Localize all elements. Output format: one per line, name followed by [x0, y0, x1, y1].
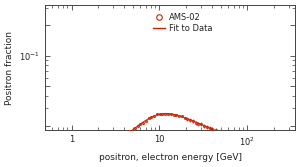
X-axis label: positron, electron energy [GeV]: positron, electron energy [GeV] — [99, 153, 242, 162]
Y-axis label: Positron fraction: Positron fraction — [5, 31, 14, 105]
Legend: AMS-02, Fit to Data: AMS-02, Fit to Data — [151, 12, 214, 35]
